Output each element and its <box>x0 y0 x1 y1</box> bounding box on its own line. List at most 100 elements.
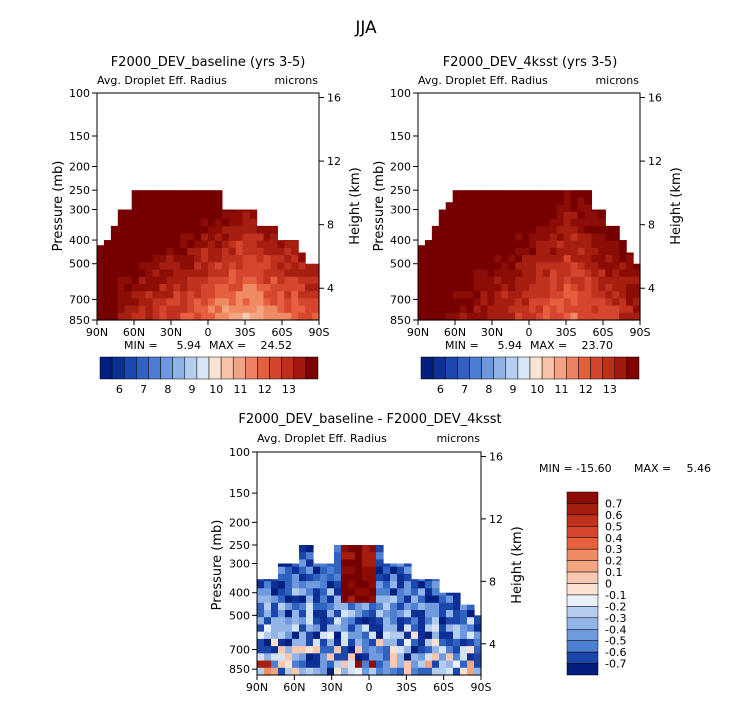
heatmap-cell <box>418 588 426 597</box>
heatmap-cell <box>152 269 161 278</box>
heatmap-cell <box>284 283 292 292</box>
heatmap-cell <box>535 305 544 314</box>
heatmap-cell <box>362 581 370 589</box>
heatmap-cell <box>249 291 258 299</box>
heatmap-cell <box>201 305 209 314</box>
heatmap-cell <box>439 631 447 640</box>
min-value: 5.94 <box>177 339 202 352</box>
heatmap-cell <box>117 209 126 213</box>
y-tick-label: 250 <box>390 184 411 197</box>
heatmap-cell <box>480 269 488 278</box>
heatmap-cell <box>529 247 537 256</box>
heatmap-cell <box>563 291 572 299</box>
heatmap-cell <box>228 276 237 285</box>
heatmap-cell <box>117 233 126 242</box>
heatmap-cell <box>180 211 188 220</box>
heatmap-cell <box>214 291 223 299</box>
heatmap-cell <box>159 219 167 227</box>
heatmap-cell <box>529 262 537 271</box>
heatmap-cell <box>424 291 433 299</box>
heatmap-cell <box>431 247 440 256</box>
heatmap-cell <box>494 240 502 249</box>
heatmap-cell <box>159 262 167 271</box>
heatmap-cell <box>284 291 292 299</box>
heatmap-cell <box>501 190 509 198</box>
colorbar-swatch <box>99 356 113 380</box>
heatmap-cell <box>418 602 426 611</box>
heatmap-cell <box>355 566 363 575</box>
heatmap-cell <box>124 209 133 213</box>
heatmap-cell <box>390 610 398 618</box>
heatmap-cell <box>487 291 495 299</box>
heatmap-cell <box>411 610 419 618</box>
heatmap-cell <box>397 573 405 582</box>
colorbar-swatch <box>493 356 507 380</box>
heatmap-cell <box>256 262 265 271</box>
heatmap-cell <box>334 653 342 662</box>
heatmap-cell <box>453 646 461 654</box>
heatmap-cell <box>131 233 140 242</box>
x-tick-label: 90S <box>630 326 651 339</box>
heatmap-cell <box>249 247 258 256</box>
heatmap-cell <box>404 631 412 640</box>
heatmap-cell <box>501 204 509 213</box>
heatmap-cell <box>270 283 278 292</box>
heatmap-cell <box>284 298 292 307</box>
heatmap-cell <box>312 312 320 321</box>
heatmap-cell <box>438 283 447 292</box>
heatmap-cell <box>298 305 306 314</box>
heatmap-cell <box>145 197 154 206</box>
heatmap-cell <box>362 552 370 561</box>
heatmap-cell <box>298 291 306 299</box>
heatmap-cell <box>242 262 251 271</box>
heatmap-cell <box>432 631 440 640</box>
colorbar-swatch <box>566 537 599 550</box>
heatmap-cell <box>494 305 502 314</box>
heatmap-cell <box>515 276 523 285</box>
heatmap-cell <box>570 276 579 285</box>
heatmap-cell <box>626 291 634 299</box>
heatmap-cell <box>103 312 112 321</box>
colorbar-label: 0.3 <box>605 543 623 556</box>
heatmap-cell <box>459 283 468 292</box>
heatmap-cell <box>299 552 307 561</box>
heatmap-cell <box>334 581 342 589</box>
heatmap-cell <box>584 291 593 299</box>
heatmap-cell <box>598 211 606 220</box>
heatmap-cell <box>418 283 426 292</box>
heatmap-cell <box>334 646 342 654</box>
y2-tick-label: 8 <box>327 219 334 232</box>
heatmap-cell <box>452 291 461 299</box>
heatmap-cell <box>633 312 641 321</box>
heatmap-cell <box>348 610 356 618</box>
heatmap-cell <box>453 653 461 662</box>
heatmap-cell <box>306 588 314 597</box>
heatmap-cell <box>612 312 620 321</box>
x-tick-label: 60N <box>123 326 145 339</box>
heatmap-cell <box>383 631 391 640</box>
heatmap-cell <box>432 579 440 582</box>
heatmap-cell <box>549 269 558 278</box>
heatmap-cell <box>306 638 314 647</box>
heatmap-cell <box>480 233 488 242</box>
heatmap-cell <box>138 269 147 278</box>
colorbar-swatch <box>566 514 599 527</box>
heatmap-cell <box>103 283 112 292</box>
heatmap-cell <box>194 262 202 271</box>
heatmap-cell <box>487 262 495 271</box>
heatmap-cell <box>473 291 482 299</box>
heatmap-cell <box>208 190 216 198</box>
colorbar-swatch <box>614 356 628 380</box>
heatmap-cell <box>619 269 627 278</box>
heatmap-cell <box>619 283 627 292</box>
heatmap-cell <box>404 617 412 626</box>
heatmap-cell <box>508 262 516 271</box>
heatmap-cell <box>131 219 140 227</box>
heatmap-cell <box>508 219 516 227</box>
heatmap-cell <box>397 595 405 604</box>
y-tick-label: 850 <box>229 663 250 676</box>
colorbar-label: -0.4 <box>605 623 626 636</box>
heatmap-cell <box>411 631 419 640</box>
colorbar-label: 0.7 <box>605 497 623 510</box>
